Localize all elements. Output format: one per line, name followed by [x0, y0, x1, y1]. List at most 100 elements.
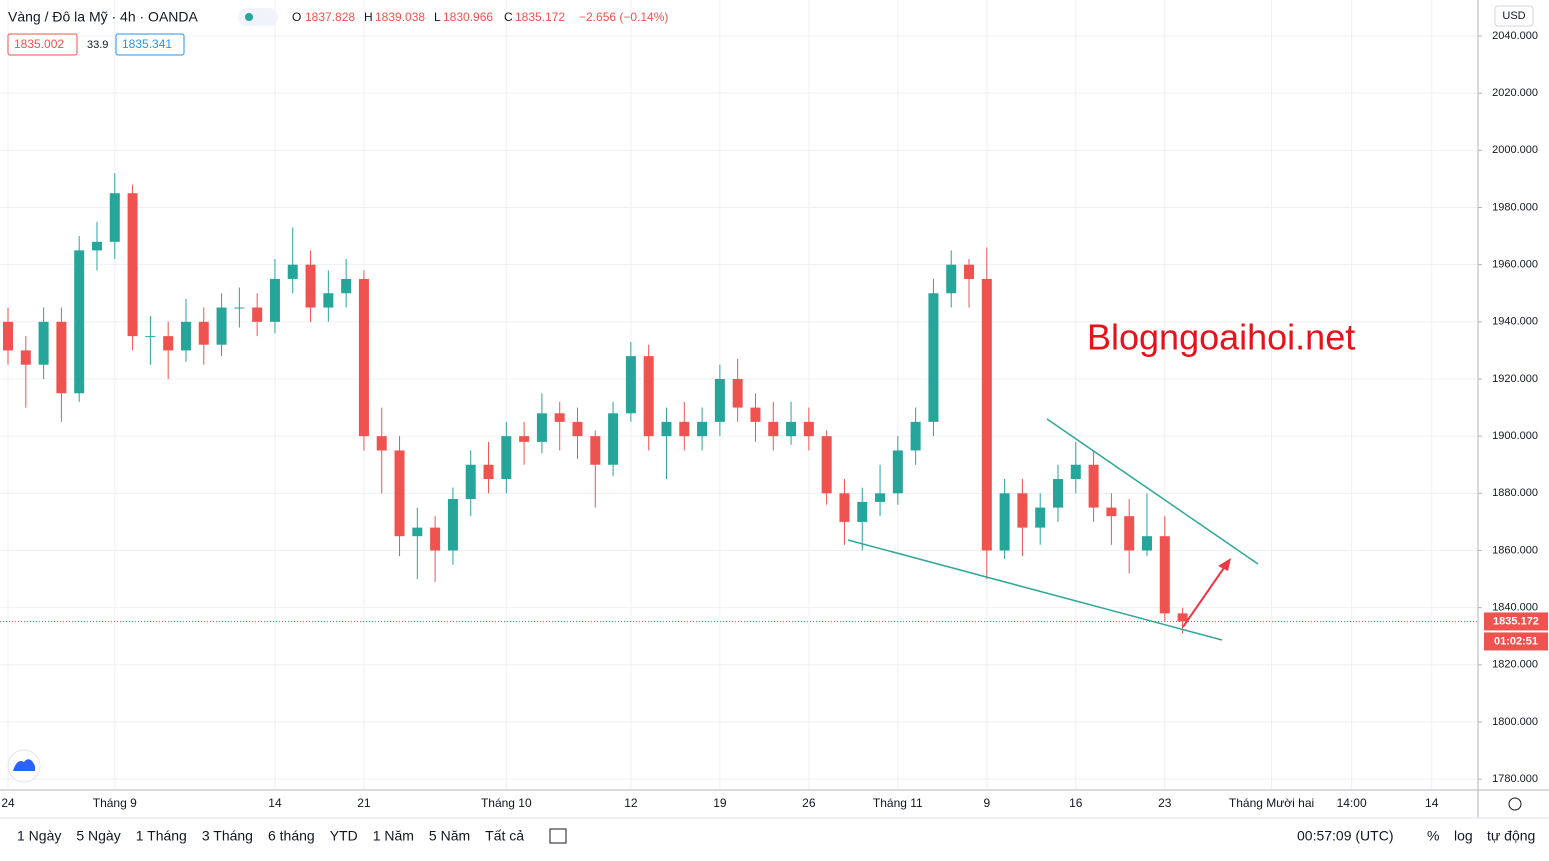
- y-tick-label: 1820.000: [1492, 659, 1538, 671]
- l-value: 1830.966: [443, 10, 493, 24]
- countdown: 01:02:51: [1494, 635, 1538, 647]
- x-tick-label: 26: [802, 796, 816, 810]
- o-value: 1837.828: [305, 10, 355, 24]
- candle-body: [892, 450, 903, 494]
- bid-box[interactable]: [7, 33, 78, 56]
- x-tick-label: Tháng Mười hai: [1229, 796, 1314, 810]
- auto-button[interactable]: tự động: [1487, 828, 1535, 844]
- change: −2.656 (−0.14%): [579, 10, 668, 24]
- x-tick-label: 14:00: [1337, 796, 1367, 810]
- candle-body: [946, 264, 957, 294]
- candle-body: [216, 307, 227, 345]
- candle-body: [109, 193, 120, 242]
- candle-body: [91, 241, 102, 251]
- y-tick-label: 2020.000: [1492, 87, 1538, 99]
- c-value: 1835.172: [515, 10, 565, 24]
- countdown-tag: [1484, 632, 1548, 651]
- candle-body: [305, 264, 316, 308]
- compare-icon[interactable]: [549, 828, 567, 844]
- candle-body: [554, 413, 565, 422]
- range-button[interactable]: Tất cả: [485, 828, 524, 844]
- candle-body: [999, 493, 1010, 551]
- candle-body: [590, 436, 601, 465]
- y-tick-label: 1900.000: [1492, 430, 1538, 442]
- status-dot: [245, 13, 253, 21]
- candle-body: [786, 421, 797, 437]
- watermark: Blogngoaihoi.net: [1087, 317, 1355, 358]
- y-tick-label: 2040.000: [1492, 30, 1538, 42]
- y-tick-label: 1980.000: [1492, 201, 1538, 213]
- trend-line: [1046, 418, 1259, 565]
- candle-body: [1106, 507, 1117, 517]
- range-button[interactable]: 1 Năm: [373, 828, 414, 844]
- candles: [3, 173, 1188, 634]
- h-value: 1839.038: [375, 10, 425, 24]
- bid: 1835.002: [14, 37, 64, 51]
- candle-body: [127, 193, 138, 337]
- candle-body: [714, 378, 725, 422]
- candle-body: [1124, 516, 1135, 551]
- x-tick-label: 12: [624, 796, 638, 810]
- x-tick-label: 14: [1425, 796, 1439, 810]
- candle-body: [839, 493, 850, 522]
- candle-body: [536, 413, 547, 442]
- candle-body: [981, 278, 992, 551]
- candle-body: [910, 421, 921, 451]
- candle-body: [74, 250, 85, 394]
- percent-button[interactable]: %: [1427, 828, 1439, 844]
- candle-body: [341, 278, 352, 294]
- o-label: O: [292, 10, 301, 24]
- candle-body: [394, 450, 405, 537]
- candle-body: [875, 493, 886, 502]
- candle-body: [519, 436, 530, 442]
- c-label: C: [504, 10, 513, 24]
- x-tick-label: 16: [1069, 796, 1083, 810]
- candle-body: [1053, 479, 1064, 508]
- last-price: 1835.172: [1493, 615, 1539, 627]
- x-tick-label: Tháng 9: [93, 796, 137, 810]
- candle-body: [483, 464, 494, 480]
- candle-body: [252, 307, 263, 322]
- candle-body: [198, 321, 209, 345]
- candle-body: [465, 464, 476, 500]
- candle-body: [803, 421, 814, 437]
- candle-body: [323, 293, 334, 308]
- candle-body: [750, 407, 761, 422]
- range-button[interactable]: 6 tháng: [268, 828, 315, 844]
- range-button[interactable]: 5 Năm: [429, 828, 470, 844]
- x-tick-label: 23: [1158, 796, 1172, 810]
- h-label: H: [364, 10, 373, 24]
- candle-body: [964, 264, 975, 279]
- candle-body: [501, 436, 512, 480]
- candle-body: [857, 501, 868, 522]
- y-tick-label: 1860.000: [1492, 544, 1538, 556]
- candle-body: [56, 321, 67, 394]
- clock: 00:57:09 (UTC): [1297, 828, 1393, 844]
- toolbar: 00:57:09 (UTC) % log tự động 1 Ngày 5 Ngà…: [17, 828, 1535, 844]
- range-button[interactable]: 1 Ngày: [17, 828, 61, 844]
- candle-body: [1159, 536, 1170, 614]
- candle-body: [1141, 536, 1152, 551]
- currency-button[interactable]: [1494, 5, 1534, 27]
- settings-icon[interactable]: [1508, 797, 1522, 811]
- candle-body: [768, 421, 779, 437]
- range-button[interactable]: 1 Tháng: [136, 828, 187, 844]
- candle-body: [412, 527, 423, 537]
- candle-body: [1035, 507, 1046, 528]
- trend-line: [847, 539, 1223, 641]
- ask-box[interactable]: [115, 33, 185, 56]
- x-tick-label: Tháng 10: [481, 796, 532, 810]
- candle-body: [38, 321, 49, 365]
- log-button[interactable]: log: [1454, 828, 1473, 844]
- candle-body: [697, 421, 708, 437]
- candle-body: [732, 378, 743, 408]
- candle-body: [608, 413, 619, 465]
- candle-body: [3, 321, 14, 351]
- candle-body: [20, 350, 31, 365]
- range-button[interactable]: 3 Tháng: [202, 828, 253, 844]
- range-button[interactable]: 5 Ngày: [76, 828, 120, 844]
- range-button[interactable]: YTD: [330, 828, 358, 844]
- candle-body: [287, 264, 298, 279]
